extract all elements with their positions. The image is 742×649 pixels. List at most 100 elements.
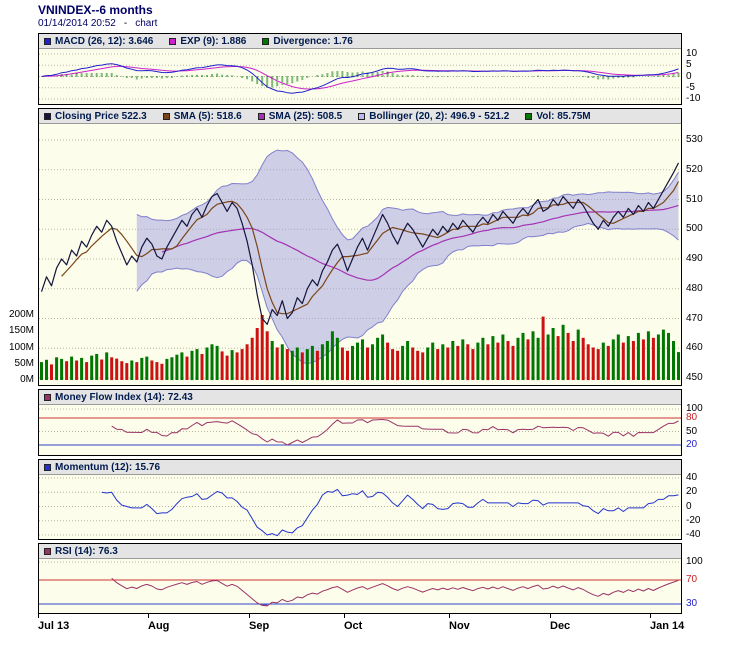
volume-swatch-icon (525, 112, 533, 120)
mfi-axis-label: 20 (686, 439, 698, 450)
bollinger-band (136, 150, 679, 364)
price-axis-label: 470 (686, 312, 703, 324)
volume-bar (335, 337, 339, 381)
macd-plot (39, 53, 681, 100)
macd-axis-label: -5 (686, 81, 695, 93)
volume-bar (546, 334, 550, 380)
volume-bar (200, 354, 204, 380)
rsi-legend: RSI (14): 76.3 (39, 544, 681, 559)
rsi-axis-label: 100 (686, 556, 703, 567)
volume-bar (100, 359, 104, 380)
volume-bar (45, 359, 48, 380)
volume-bar (125, 363, 129, 380)
volume-bar (155, 362, 159, 380)
volume-bar (651, 337, 655, 381)
momentum-axis-label: 20 (686, 486, 698, 498)
volume-axis-label: 0M (20, 374, 34, 385)
volume-bar (305, 349, 309, 380)
sma5-line (61, 181, 680, 315)
volume-bar (260, 315, 264, 380)
volume-bar (461, 339, 465, 380)
mfi-line (111, 419, 679, 446)
volume-bar (601, 342, 605, 380)
volume-bar (275, 347, 279, 380)
month-tick (249, 614, 250, 618)
volume-bar (315, 350, 319, 381)
volume-bar (185, 356, 189, 380)
momentum-axis-label: -20 (686, 514, 701, 526)
rsi-axis-label: 30 (686, 598, 698, 609)
sma25-line (161, 204, 679, 281)
volume-bar (55, 357, 59, 381)
closing-price-swatch-icon (44, 112, 51, 120)
macd-axis-label: -10 (686, 93, 701, 104)
month-tick (148, 614, 149, 618)
month-tick (449, 614, 450, 618)
volume-bar (80, 357, 84, 380)
volume-bar (60, 358, 64, 380)
legend-item: Momentum (12): 15.76 (44, 462, 160, 473)
volume-bar (566, 332, 570, 380)
mfi-swatch-icon (44, 393, 51, 401)
legend-label: Momentum (12): 15.76 (55, 461, 161, 473)
datetime-label: 01/14/2014 20:52 (38, 18, 116, 29)
volume-bar (576, 329, 580, 380)
price-axis-label: 480 (686, 282, 703, 294)
volume-bar (140, 357, 144, 380)
volume-bar (646, 331, 650, 381)
mfi-legend: Money Flow Index (14): 72.43 (39, 390, 681, 405)
volume-bar (486, 344, 490, 381)
volume-bar (476, 342, 480, 380)
month-label: Sep (249, 620, 270, 632)
volume-bar (456, 345, 460, 380)
volume-bar (672, 341, 675, 380)
volume-bar (491, 336, 495, 380)
volume-bar (606, 345, 610, 380)
volume-axis-label: 50M (14, 357, 34, 369)
legend-label: Money Flow Index (14): 72.43 (55, 391, 193, 403)
momentum-swatch-icon (44, 463, 51, 471)
volume-bar (561, 324, 565, 381)
legend-item: Vol: 85.75M (525, 110, 591, 122)
sma25-swatch-icon (257, 112, 265, 120)
legend-item: EXP (9): 1.886 (169, 36, 246, 47)
price-axis-label: 510 (686, 193, 703, 205)
macd-panel: MACD (26, 12): 3.646 EXP (9): 1.886 Diverg… (38, 33, 682, 105)
macd-line (41, 63, 679, 94)
mfi-axis-label: 100 (686, 403, 703, 414)
legend-item: SMA (5): 518.6 (162, 111, 242, 122)
volume-bar (130, 360, 134, 380)
volume-bar (225, 355, 229, 380)
rsi-panel: RSI (14): 76.3 (38, 543, 682, 614)
volume-bar (381, 334, 385, 380)
volume-bar (115, 358, 119, 380)
volume-bar (255, 328, 259, 380)
volume-bar (170, 357, 174, 381)
month-label: Jul 13 (38, 620, 70, 632)
volume-bar (511, 345, 515, 380)
legend-label: Divergence: 1.76 (273, 35, 353, 47)
legend-label: Vol: 85.75M (536, 110, 591, 122)
legend-item: MACD (26, 12): 3.646 (44, 36, 153, 47)
volume-axis-label: 150M (8, 325, 34, 337)
volume-bar (611, 339, 615, 380)
macd-axis-label: 5 (686, 59, 692, 71)
volume-bar (165, 358, 169, 380)
chart-mode-label: chart (135, 18, 158, 29)
volume-bar (616, 334, 620, 380)
volume-bar (65, 361, 69, 380)
price-axis-label: 530 (686, 134, 703, 145)
volume-bar (70, 356, 74, 380)
volume-bar (656, 334, 660, 380)
volume-bar (356, 342, 359, 380)
momentum-axis-label: 40 (686, 472, 698, 483)
volume-bar (386, 342, 390, 380)
volume-bar (526, 339, 530, 380)
volume-bar (401, 345, 405, 380)
closing-price-line (40, 162, 680, 325)
chart-title: VNINDEX--6 months (38, 3, 153, 17)
volume-bar (150, 360, 154, 380)
volume-bar (641, 339, 645, 380)
volume-bar (310, 345, 314, 380)
